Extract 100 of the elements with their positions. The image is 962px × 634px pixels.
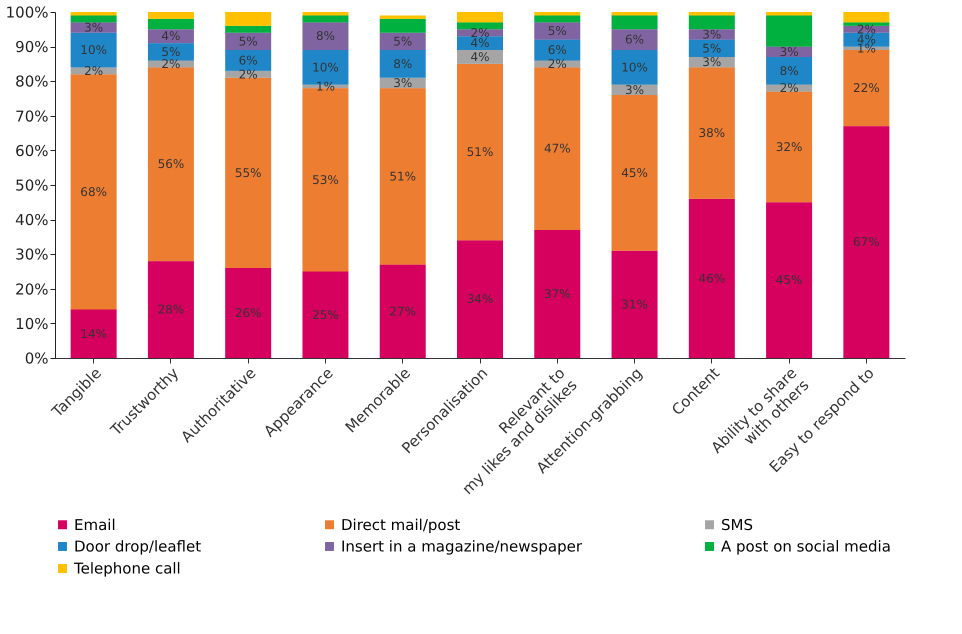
y-tick-label: 50% (15, 176, 48, 194)
data-label: 46% (698, 271, 726, 286)
legend-label: Telephone call (73, 560, 181, 578)
bar (70, 32, 117, 68)
bar (766, 202, 812, 358)
y-tick-label: 40% (15, 211, 48, 230)
data-label: 4% (470, 50, 490, 64)
data-label: 27% (389, 304, 416, 318)
bar (688, 40, 735, 57)
data-label: 3% (625, 82, 644, 97)
data-label: 25% (312, 308, 339, 322)
data-label: 5% (161, 44, 180, 59)
bar (302, 272, 348, 358)
data-label: 2% (780, 81, 799, 96)
bar (225, 26, 272, 33)
bar (225, 78, 272, 268)
data-label: 3% (393, 76, 412, 90)
bar (766, 12, 812, 16)
legend-label: Direct mail/post (341, 516, 460, 534)
data-label: 67% (853, 235, 880, 250)
data-label: 68% (80, 184, 107, 199)
data-label: 6% (238, 53, 258, 68)
data-label: 6% (548, 43, 567, 58)
data-label: 3% (84, 20, 104, 35)
bar (148, 12, 194, 19)
data-label: 14% (80, 326, 107, 341)
legend-label: Insert in a magazine/newspaper (341, 538, 583, 556)
data-label: 10% (621, 60, 648, 74)
bar (380, 15, 426, 19)
bar (612, 12, 658, 16)
data-label: 2% (84, 64, 104, 78)
bar (612, 29, 658, 50)
data-label: 45% (621, 166, 648, 180)
y-tick-label: 80% (15, 72, 48, 91)
data-label: 5% (238, 34, 258, 48)
data-label: 10% (312, 60, 339, 74)
bar (843, 126, 890, 358)
bar (380, 18, 426, 33)
y-tick-label: 10% (15, 314, 48, 333)
data-label: 4% (470, 36, 490, 50)
bar (302, 12, 348, 16)
data-label: 26% (234, 306, 262, 320)
bar (457, 240, 503, 358)
bar (612, 50, 658, 85)
data-label: 2% (238, 67, 258, 82)
data-label: 6% (625, 32, 644, 47)
bar (380, 50, 426, 78)
bar (302, 15, 348, 22)
data-label: 4% (161, 29, 180, 44)
legend-label: SMS (721, 516, 753, 534)
bar (148, 18, 194, 30)
data-label: 31% (621, 297, 648, 312)
y-tick-label: 0% (24, 350, 48, 368)
data-label: 5% (393, 34, 412, 48)
data-label: 10% (80, 43, 107, 58)
bar (612, 250, 658, 358)
bar (225, 12, 272, 26)
data-label: 8% (316, 29, 335, 44)
bar (225, 268, 272, 358)
bar (70, 15, 117, 22)
data-label: 2% (161, 56, 180, 71)
bar (688, 67, 735, 199)
data-label: 55% (234, 166, 262, 180)
bar (70, 310, 117, 358)
bar (225, 50, 272, 71)
data-label: 22% (853, 81, 880, 96)
data-label: 51% (389, 169, 416, 184)
bar (766, 92, 812, 202)
legend-label: A post on social media (721, 538, 891, 556)
bar (534, 40, 580, 60)
data-label: 37% (544, 286, 571, 301)
bar (380, 88, 426, 265)
bar (148, 67, 194, 262)
bar (534, 67, 580, 230)
bar (843, 22, 890, 26)
data-label: 45% (776, 273, 802, 288)
y-tick-label: 30% (15, 246, 48, 264)
data-label: 34% (466, 292, 494, 306)
bar (380, 264, 426, 358)
bar (688, 198, 735, 358)
legend-label: Door drop/leaflet (74, 538, 202, 556)
data-label: 56% (158, 157, 184, 172)
data-label: 5% (702, 41, 722, 56)
bar (688, 15, 735, 30)
y-tick-label: 100% (6, 4, 48, 22)
data-label: 8% (780, 64, 799, 78)
y-tick-label: 20% (15, 280, 48, 298)
bar (70, 74, 117, 310)
bar (70, 12, 117, 16)
data-label: 3% (702, 55, 722, 70)
data-label: 5% (548, 24, 567, 38)
bar (688, 12, 735, 16)
bar (534, 12, 580, 16)
data-label: 47% (544, 142, 571, 156)
y-tick-label: 70% (15, 107, 48, 126)
bar (457, 22, 503, 30)
bar (534, 230, 580, 358)
data-label: 51% (466, 145, 494, 160)
bar (534, 15, 580, 22)
data-label: 53% (312, 172, 339, 187)
